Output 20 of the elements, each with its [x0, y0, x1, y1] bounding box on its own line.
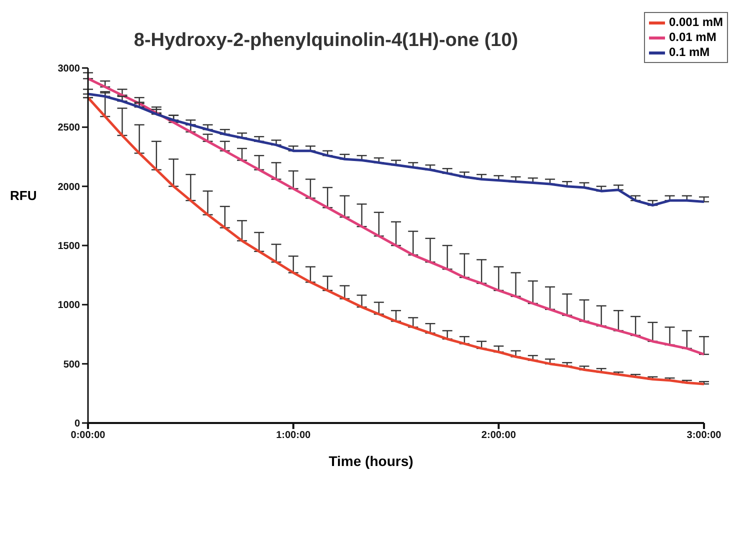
line-series: [88, 92, 704, 207]
y-tick-label: 0: [74, 418, 80, 430]
legend-label: 0.01 mM: [668, 30, 716, 45]
x-tick-label: 0:00:00: [70, 430, 106, 442]
line-series: [88, 77, 704, 356]
y-tick-label: 1000: [58, 300, 80, 312]
y-axis-title: RFU: [10, 188, 37, 203]
x-tick-label: 3:00:00: [686, 430, 722, 442]
y-tick-label: 500: [63, 359, 80, 370]
y-tick-label: 3000: [58, 64, 80, 75]
chart-title: 8-Hydroxy-2-phenylquinolin-4(1H)-one (10): [132, 30, 520, 52]
line-series: [88, 96, 704, 386]
x-tick-label: 1:00:00: [276, 430, 312, 442]
x-tick-label: 2:00:00: [481, 430, 516, 442]
x-axis-title: Time (hours): [328, 453, 414, 469]
legend-label: 0.1 mM: [668, 45, 710, 60]
y-tick-label: 1500: [58, 241, 80, 252]
legend-label: 0.001 mM: [668, 15, 723, 30]
y-tick-label: 2000: [58, 182, 80, 193]
y-tick-label: 2500: [58, 122, 80, 134]
